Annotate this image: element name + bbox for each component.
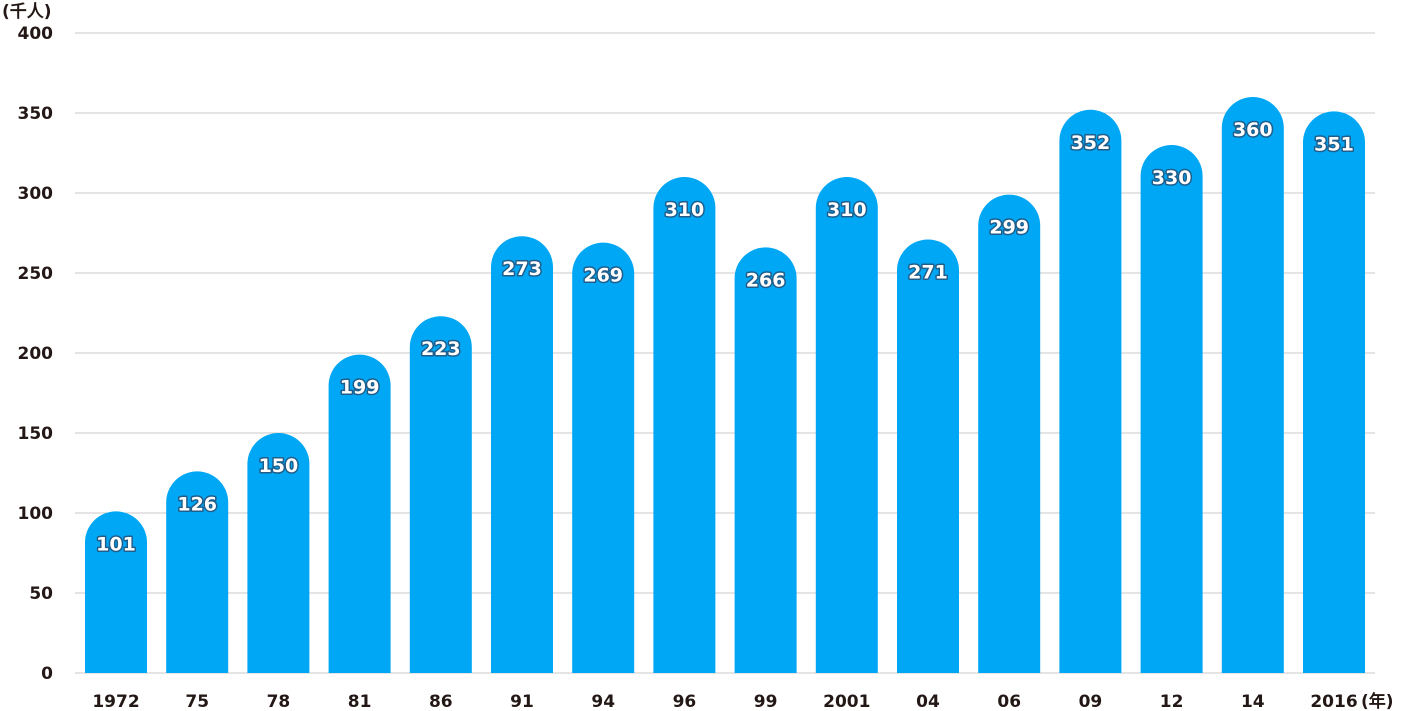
y-tick-label-50: 50 [29,584,53,604]
x-tick-label-81: 81 [348,692,372,711]
data-label-81: 199 [340,377,380,399]
data-label-91: 273 [502,258,542,280]
data-label-99: 266 [746,269,786,291]
data-label-78: 150 [259,455,299,477]
bar-94 [572,242,635,673]
y-tick-label-350: 350 [18,104,54,124]
x-tick-label-91: 91 [510,692,534,711]
x-tick-label-75: 75 [185,692,209,711]
bar-96 [653,177,716,673]
x-tick-label-99: 99 [754,692,778,711]
x-axis: 1972 75 78 81 86 91 94 96 99 2001 04 06 09 12 14 2016 (年… [92,691,1393,711]
data-label-2001: 310 [827,199,867,221]
data-label-04: 271 [908,261,948,283]
x-tick-label-06: 06 [997,692,1021,711]
x-axis-unit-label: (年) [1361,691,1394,711]
data-label-14: 360 [1233,119,1273,141]
x-tick-label-78: 78 [267,692,291,711]
y-axis-unit-label: (千人) [2,2,52,22]
x-tick-label-12: 12 [1160,692,1184,711]
y-axis: 0 50 100 150 200 250 300 350 400 [18,24,54,684]
x-tick-label-96: 96 [673,692,697,711]
y-tick-label-150: 150 [18,424,54,444]
y-tick-label-200: 200 [18,344,54,364]
data-label-86: 223 [421,338,461,360]
bar-06 [978,194,1041,673]
y-tick-label-400: 400 [18,24,54,44]
bars [85,97,1365,674]
y-tick-label-300: 300 [18,184,54,204]
bar-91 [491,236,553,673]
y-tick-label-0: 0 [41,664,53,684]
x-tick-label-1972: 1972 [92,692,139,711]
data-label-09: 352 [1071,132,1111,154]
data-label-12: 330 [1152,167,1192,189]
data-label-75: 126 [177,493,217,515]
y-tick-label-250: 250 [18,264,54,284]
bar-86 [409,316,472,673]
data-label-1972: 101 [96,533,136,555]
data-labels: 101 126 150 199 223 273 269 310 266 310 271 299 352 3… [95,118,1356,557]
bar-04 [897,239,959,673]
bar-1972 [85,511,147,673]
bar-2016 [1303,111,1365,674]
bar-09 [1059,109,1122,674]
x-tick-label-2001: 2001 [823,692,870,711]
x-tick-label-14: 14 [1241,692,1265,711]
x-tick-label-2016: 2016 [1310,692,1357,711]
bar-14 [1221,97,1284,673]
data-label-06: 299 [989,217,1029,239]
y-tick-label-100: 100 [18,504,54,524]
bar-78 [247,433,310,673]
bar-75 [166,471,229,673]
x-tick-label-04: 04 [916,692,940,711]
x-tick-label-09: 09 [1079,692,1103,711]
data-label-96: 310 [665,199,705,221]
x-tick-label-86: 86 [429,692,453,711]
data-label-94: 269 [583,265,623,287]
bar-2001 [815,177,878,673]
bar-12 [1140,145,1203,673]
x-tick-label-94: 94 [591,692,615,711]
bar-81 [328,354,391,673]
bar-99 [734,247,797,673]
data-label-2016: 351 [1314,133,1354,155]
